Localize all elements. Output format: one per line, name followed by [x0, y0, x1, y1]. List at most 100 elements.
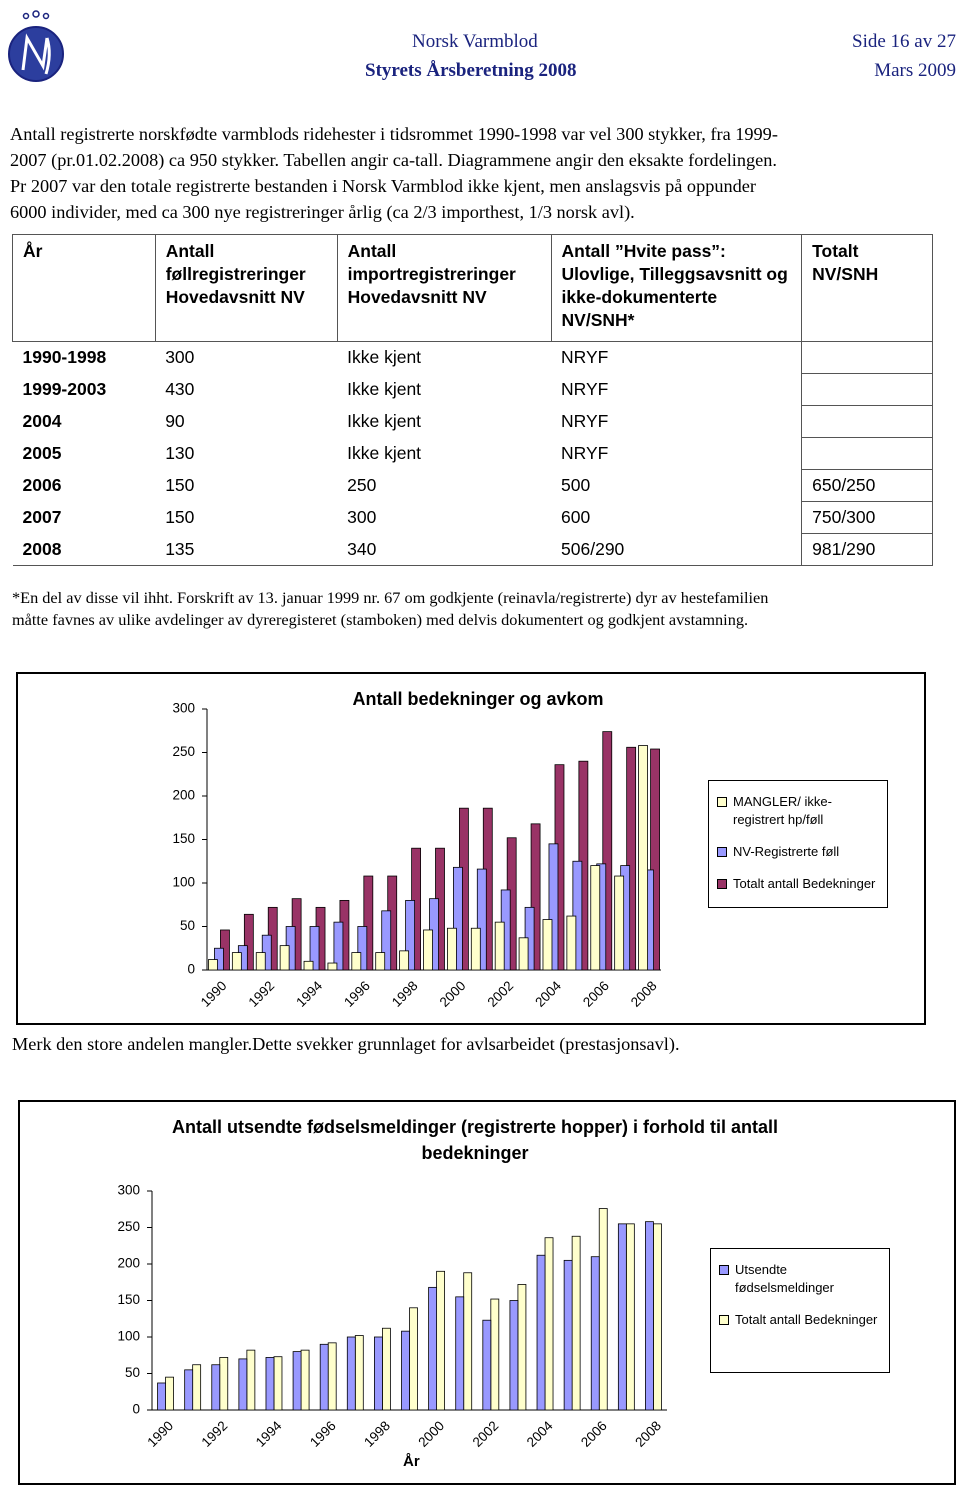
cell: 500: [561, 475, 591, 495]
bar: [463, 1272, 473, 1411]
cell: 2008: [12, 533, 156, 566]
bar: [509, 1300, 519, 1411]
y-tick-label: 50: [125, 1365, 140, 1380]
y-tick-label: 0: [187, 962, 195, 977]
y-tick-label: 200: [117, 1256, 140, 1271]
bar: [192, 1364, 202, 1411]
cell: [801, 437, 933, 470]
bar: [346, 1336, 356, 1411]
y-tick-label: 300: [117, 1183, 140, 1198]
chart: 0 50 100 150 200 250 300 1990 1992 1994 1996 1998 20…: [16, 672, 926, 1025]
page-number: Side 16 av 27: [852, 31, 956, 52]
bar: [542, 919, 553, 971]
cell: Ikke kjent: [347, 443, 422, 463]
y-tick-label: 100: [117, 1329, 140, 1344]
row: 2007 150 300 600 750/300: [13, 501, 933, 534]
row: 1990-1998 300 Ikke kjent NRYF: [13, 341, 933, 374]
bar: [405, 899, 416, 971]
bar: [279, 945, 290, 971]
bar: [357, 926, 368, 971]
bar: [638, 745, 648, 971]
cell: 250: [347, 475, 377, 495]
x-tick-label: 1990: [144, 1418, 176, 1450]
intro: Antall registrerte norskfødte varmblods …: [10, 121, 778, 225]
legend-item: NV-Registrerte føll: [717, 843, 879, 861]
bar: [590, 865, 601, 971]
cell: NRYF: [561, 347, 609, 368]
x-tick-label: 1996: [307, 1418, 339, 1450]
bar: [490, 1298, 500, 1411]
cell: 981/290: [801, 533, 933, 566]
chart-note: Merk den store andelen mangler.Dette sve…: [12, 1034, 680, 1054]
cell: 340: [337, 533, 552, 566]
bar: [165, 1376, 174, 1411]
bar: [452, 866, 463, 971]
cell: 600: [561, 507, 591, 527]
bar: [571, 1235, 581, 1411]
y-tick-label: 150: [117, 1292, 140, 1307]
bar: [333, 921, 344, 971]
y-tick-label: 150: [172, 831, 195, 846]
bar: [436, 1270, 446, 1411]
bar: [517, 1284, 527, 1411]
y-tick-label: 250: [172, 744, 195, 759]
cell: [801, 405, 933, 438]
footnote-line: måtte favnes av ulike avdelinger av dyre…: [12, 610, 749, 629]
x-tick-label: 2008: [632, 1418, 664, 1450]
intro-line: Antall registrerte norskfødte varmblods …: [10, 124, 778, 144]
chart-title: Antall bedekninger og avkom: [352, 689, 604, 709]
cell: 1990-1998: [22, 347, 107, 368]
plot: 0 50 100 150 200 250 300 1990 1992 1994 1996 1998 20…: [117, 1183, 667, 1470]
bar: [399, 950, 410, 971]
bar: [590, 1256, 600, 1411]
legend-swatch: [717, 847, 727, 857]
x-tick-label: 1992: [246, 978, 278, 1010]
cell: 650/250: [801, 469, 933, 502]
y-tick-label: 200: [172, 788, 195, 803]
legend: MANGLER/ ikke- registrert hp/føll NV-Regi…: [708, 780, 888, 908]
row: 2005 130 Ikke kjent NRYF: [13, 437, 933, 470]
x-tick-label: 2004: [524, 1418, 556, 1450]
y-tick-label: 0: [132, 1402, 140, 1417]
bar: [184, 1369, 194, 1411]
x-tick-label: 2002: [484, 978, 516, 1010]
bar: [246, 1349, 256, 1411]
cell: 506/290: [551, 533, 802, 566]
x-tick-label: 2006: [578, 1418, 610, 1450]
cell: 2006: [22, 475, 62, 495]
bar: [219, 1357, 229, 1411]
legend-label: Utsendte fødselsmeldinger: [735, 1262, 834, 1295]
y-tick-label: 50: [180, 918, 195, 933]
legend-swatch: [719, 1315, 729, 1325]
bar: [373, 1336, 383, 1411]
bar: [255, 952, 266, 971]
cell: Ikke kjent: [347, 379, 422, 399]
row: 2006 150 250 500 650/250: [13, 469, 933, 502]
bar: [563, 1259, 573, 1411]
cell: 430: [165, 379, 195, 399]
cell: 2005: [22, 443, 62, 463]
bar: [231, 952, 242, 971]
table: År Antall føllregistreringer Hovedavsnitt…: [12, 234, 933, 566]
legend-label: Totalt antall Bedekninger: [735, 1312, 878, 1327]
legend-label: Totalt antall Bedekninger: [733, 876, 876, 891]
legend-label: NV-Registrerte føll: [733, 844, 840, 859]
chart-title: Antall utsendte fødselsmeldinger (regist…: [171, 1117, 779, 1163]
bar: [243, 913, 254, 971]
cell: 90: [165, 411, 185, 431]
cell: 130: [165, 443, 195, 463]
x-tick-label: 2006: [580, 978, 612, 1010]
row: 1999-2003 430 Ikke kjent NRYF: [13, 373, 933, 406]
x-tick-label: 2004: [532, 978, 564, 1010]
bar: [292, 1351, 302, 1411]
y-tick-label: 300: [172, 701, 195, 716]
cell: 150: [165, 507, 195, 527]
x-axis-label: År: [403, 1453, 420, 1470]
cell: [801, 373, 933, 406]
bar: [423, 929, 433, 971]
intro-line: 2007 (pr.01.02.2008) ca 950 stykker. Tab…: [10, 150, 777, 170]
legend-swatch: [717, 797, 727, 807]
bar: [211, 1364, 221, 1411]
cell: NRYF: [561, 379, 609, 399]
legend-swatch: [719, 1265, 729, 1275]
